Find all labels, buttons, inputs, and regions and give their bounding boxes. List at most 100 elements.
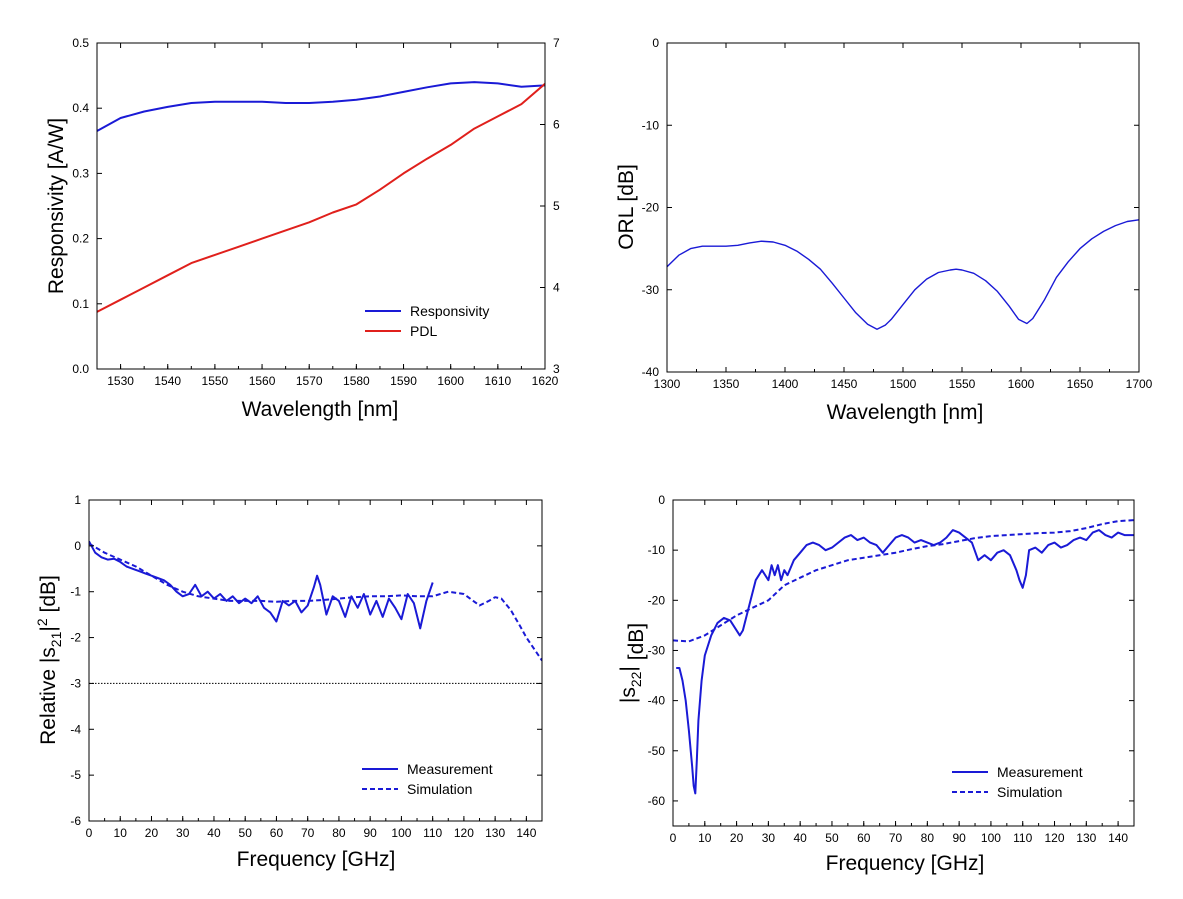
y2-tick-label: 4	[553, 281, 560, 295]
y-axis-label: |s22| [dB]	[617, 623, 648, 703]
y-axis-label-mid: |	[37, 626, 60, 631]
x-tick-label: 30	[176, 826, 190, 840]
x-axis-label: Wavelength [nm]	[242, 398, 399, 421]
x-tick-label: 90	[363, 826, 377, 840]
y-tick-label: 0.3	[72, 166, 89, 180]
x-tick-label: 1600	[437, 374, 464, 388]
x-axis-label: Frequency [GHz]	[237, 848, 396, 871]
x-tick-label: 1590	[390, 374, 417, 388]
y2-tick-label: 5	[553, 199, 560, 213]
x-tick-label: 1540	[154, 374, 181, 388]
y-tick-label: -10	[648, 543, 666, 557]
y-tick-label: -20	[648, 593, 666, 607]
x-tick-label: 1550	[949, 377, 976, 391]
y-axis-label-sub: 21	[48, 631, 64, 647]
chart-s21: 0 10 20 30 40 50 60 70 80 90 100 110 120 130 140-6-5-4…	[34, 493, 543, 871]
y2-tick-label: 3	[553, 362, 560, 376]
legend: Measurement Simulation	[952, 764, 1083, 800]
x-tick-label: 10	[698, 831, 712, 845]
y-tick-label: -40	[642, 365, 660, 379]
series-line-measurement	[89, 540, 434, 630]
y-tick-label: 0	[658, 493, 665, 507]
x-tick-label: 80	[332, 826, 346, 840]
x-tick-label: 40	[793, 831, 807, 845]
y-tick-label: -20	[642, 201, 660, 215]
legend-label-simulation: Simulation	[407, 781, 472, 797]
y-tick-label: -50	[648, 744, 666, 758]
y-tick-label: -30	[648, 643, 666, 657]
x-tick-label: 20	[145, 826, 159, 840]
y-axis-label-pre: |s	[617, 687, 640, 703]
x-tick-label: 130	[1076, 831, 1096, 845]
x-tick-label: 1620	[532, 374, 559, 388]
legend-label-pdl: PDL	[410, 323, 437, 339]
series-line-measurement	[676, 529, 1134, 795]
y-tick-label: -60	[648, 794, 666, 808]
x-tick-label: 70	[889, 831, 903, 845]
x-tick-label: 1610	[484, 374, 511, 388]
x-tick-label: 10	[114, 826, 128, 840]
x-tick-label: 1580	[343, 374, 370, 388]
y-tick-label: 1	[74, 493, 81, 507]
y-tick-label: 0.1	[72, 297, 89, 311]
plot-frame	[96, 42, 546, 370]
y-axis-label-pre: Relative |s	[37, 647, 60, 745]
x-tick-label: 50	[239, 826, 253, 840]
x-tick-label: 0	[86, 826, 93, 840]
legend: Measurement Simulation	[362, 761, 493, 797]
y-tick-label: -10	[642, 118, 660, 132]
legend: Responsivity PDL	[365, 303, 489, 339]
x-tick-label: 110	[423, 826, 442, 840]
x-tick-label: 50	[825, 831, 839, 845]
x-tick-label: 20	[730, 831, 744, 845]
y-tick-label: 0	[74, 539, 81, 553]
y2-tick-label: 7	[553, 36, 560, 50]
x-tick-label: 40	[207, 826, 221, 840]
legend-label-measurement: Measurement	[407, 761, 493, 777]
y-tick-label: -6	[70, 814, 81, 828]
legend-label-responsivity: Responsivity	[410, 303, 489, 319]
y-tick-label: 0.2	[72, 232, 89, 246]
plot-frame	[88, 499, 543, 822]
y-tick-label: 0	[652, 36, 659, 50]
y-axis-label-sub: 22	[628, 671, 644, 687]
y-axis-label-sup: 2	[34, 618, 50, 626]
y-tick-label: 0.0	[72, 362, 89, 376]
x-tick-label: 130	[485, 826, 505, 840]
series-line-pdl	[97, 83, 545, 313]
x-tick-label: 1570	[296, 374, 323, 388]
y-tick-label: -2	[70, 631, 81, 645]
x-tick-label: 1450	[831, 377, 858, 391]
legend-label-measurement: Measurement	[997, 764, 1083, 780]
x-tick-label: 1400	[772, 377, 799, 391]
x-tick-label: 60	[270, 826, 284, 840]
y-axis-label: ORL [dB]	[615, 164, 638, 250]
y2-tick-label: 6	[553, 118, 560, 132]
x-tick-label: 1530	[107, 374, 134, 388]
x-tick-label: 1650	[1067, 377, 1094, 391]
y-axis-label: Responsivity [A/W]	[45, 118, 68, 294]
y-tick-label: 0.4	[72, 101, 89, 115]
legend-label-simulation: Simulation	[997, 784, 1062, 800]
x-axis-label: Frequency [GHz]	[826, 852, 985, 875]
series-line-responsivity	[97, 81, 545, 132]
y-axis-label-post: [dB]	[37, 575, 60, 618]
y-tick-label: -40	[648, 694, 666, 708]
x-tick-label: 70	[301, 826, 315, 840]
x-tick-label: 60	[857, 831, 871, 845]
x-tick-label: 110	[1013, 831, 1032, 845]
x-tick-label: 120	[1045, 831, 1065, 845]
x-tick-label: 0	[670, 831, 677, 845]
x-tick-label: 120	[454, 826, 474, 840]
series-line-simulation	[673, 519, 1134, 643]
y-tick-label: -5	[70, 768, 81, 782]
x-tick-label: 1350	[713, 377, 740, 391]
y-tick-label: -3	[70, 676, 81, 690]
series-line-orl	[667, 219, 1139, 330]
plot-frame	[672, 499, 1135, 827]
x-tick-label: 100	[391, 826, 411, 840]
x-tick-label: 1300	[654, 377, 681, 391]
x-tick-label: 80	[921, 831, 935, 845]
y-axis-label-post: [dB]	[625, 623, 648, 666]
